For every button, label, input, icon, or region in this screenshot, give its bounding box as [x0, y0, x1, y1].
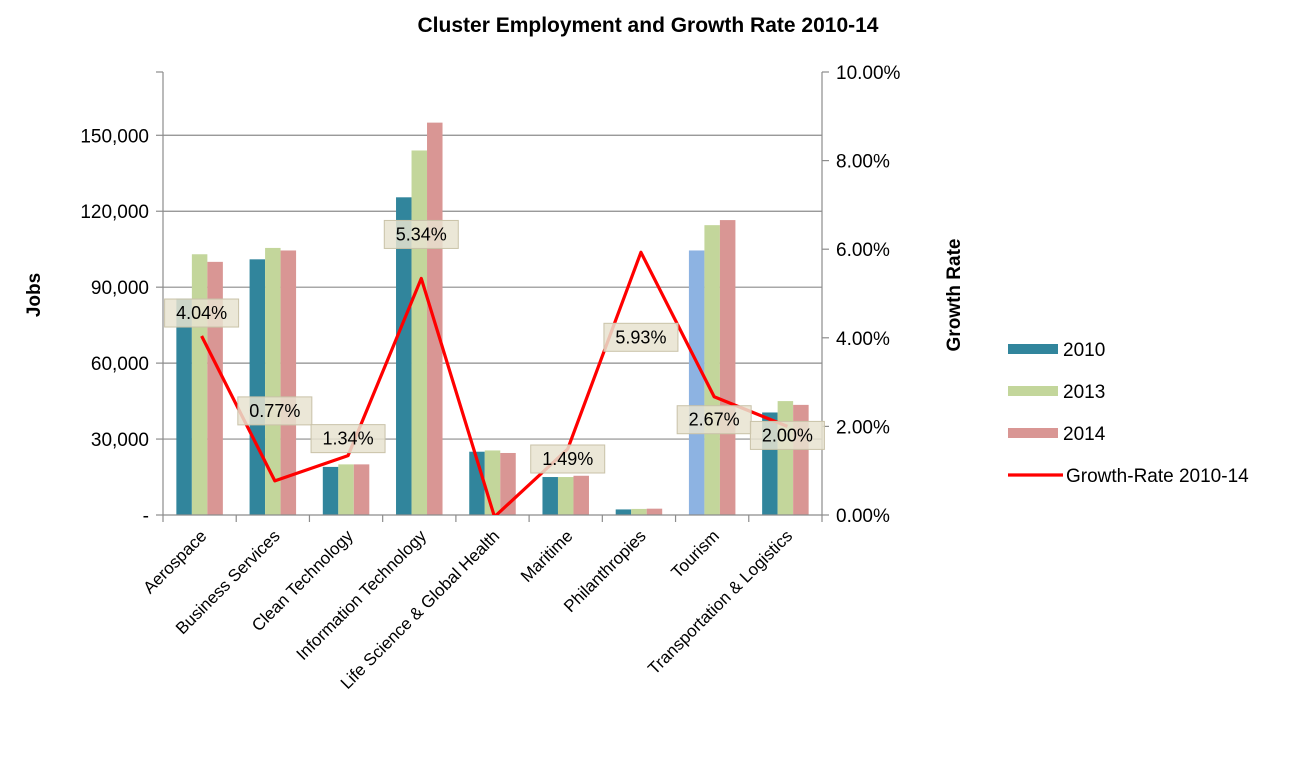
data-label-box: [237, 396, 313, 426]
data-label-box: [164, 298, 240, 328]
bar-2010: [615, 509, 632, 515]
data-label: 1.34%: [323, 429, 374, 449]
bar-2014: [719, 220, 736, 516]
bar-2010: [688, 250, 705, 516]
data-label-box: [749, 420, 825, 450]
y2-tick-label: 8.00%: [836, 152, 890, 173]
y2-tick-label: 6.00%: [836, 240, 890, 261]
bar-2014: [573, 475, 589, 515]
growth-line-group: [200, 250, 788, 515]
bar-2013: [191, 254, 208, 515]
bars-group: [176, 122, 809, 516]
growth-rate-line: [200, 250, 788, 515]
data-label: 1.49%: [542, 449, 593, 469]
data-label-box: [383, 219, 459, 249]
data-label: 5.93%: [615, 327, 666, 347]
data-label: 5.34%: [396, 224, 447, 244]
x-category-label: Aerospace: [140, 526, 211, 597]
bar-2014: [280, 250, 297, 516]
y2-tick-label: 10.00%: [836, 63, 901, 84]
data-label-box: [310, 424, 386, 454]
y2-axis-title: Growth Rate: [944, 239, 965, 352]
data-label: 2.00%: [762, 425, 813, 445]
x-category-label: Tourism: [667, 526, 723, 582]
bar-2013: [411, 150, 428, 515]
legend-swatch-2010: [1008, 344, 1058, 354]
chart-title: Cluster Employment and Growth Rate 2010-…: [418, 14, 879, 37]
y-axis-title: Jobs: [24, 273, 45, 317]
legend-swatch-2014: [1008, 428, 1058, 438]
data-label-box: [676, 405, 752, 435]
y2-tick-label: 2.00%: [836, 417, 890, 438]
bar-2010: [396, 197, 412, 515]
legend-label: 2013: [1063, 382, 1105, 403]
bar-2010: [542, 477, 558, 515]
bar-2014: [646, 508, 663, 515]
bar-2010: [249, 259, 266, 515]
y-tick-label: -: [143, 506, 149, 527]
bar-2013: [338, 464, 354, 515]
y-tick-label: 60,000: [91, 354, 149, 375]
x-category-label: Transportation & Logistics: [644, 526, 796, 678]
data-label: 4.04%: [176, 303, 227, 323]
legend-label: 2014: [1063, 424, 1106, 445]
legend-label: 2010: [1063, 340, 1105, 361]
y-tick-label: 150,000: [80, 126, 149, 147]
legend: 2010 2013 2014 Growth-Rate 2010-14: [1008, 340, 1249, 487]
data-labels-group: 4.04% 0.77% 1.34% 5.34% 1.49% 5.93% 2.67% 2.00%: [164, 219, 825, 474]
data-label-box: [603, 322, 679, 352]
bar-2010: [322, 466, 339, 515]
bar-2013: [265, 247, 281, 516]
bar-2013: [704, 225, 720, 515]
x-category-label: Information Technology: [293, 526, 431, 664]
bar-2014: [353, 464, 370, 515]
bar-2013: [557, 477, 574, 515]
bar-2013: [777, 401, 794, 515]
bar-2010: [176, 298, 192, 515]
y-tick-label: 30,000: [91, 430, 149, 451]
legend-label: Growth-Rate 2010-14: [1066, 466, 1249, 487]
x-category-label: Maritime: [517, 526, 577, 586]
legend-swatch-2013: [1008, 386, 1058, 396]
bar-2013: [631, 508, 647, 515]
y2-tick-label: 0.00%: [836, 506, 890, 527]
data-label: 2.67%: [689, 410, 740, 430]
x-category-label: Life Science & Global Health: [337, 526, 503, 692]
data-label-box: [530, 444, 606, 474]
y-tick-label: 90,000: [91, 278, 149, 299]
y-tick-label: 120,000: [80, 202, 149, 223]
data-label: 0.77%: [249, 401, 300, 421]
y2-tick-label: 4.00%: [836, 329, 890, 350]
